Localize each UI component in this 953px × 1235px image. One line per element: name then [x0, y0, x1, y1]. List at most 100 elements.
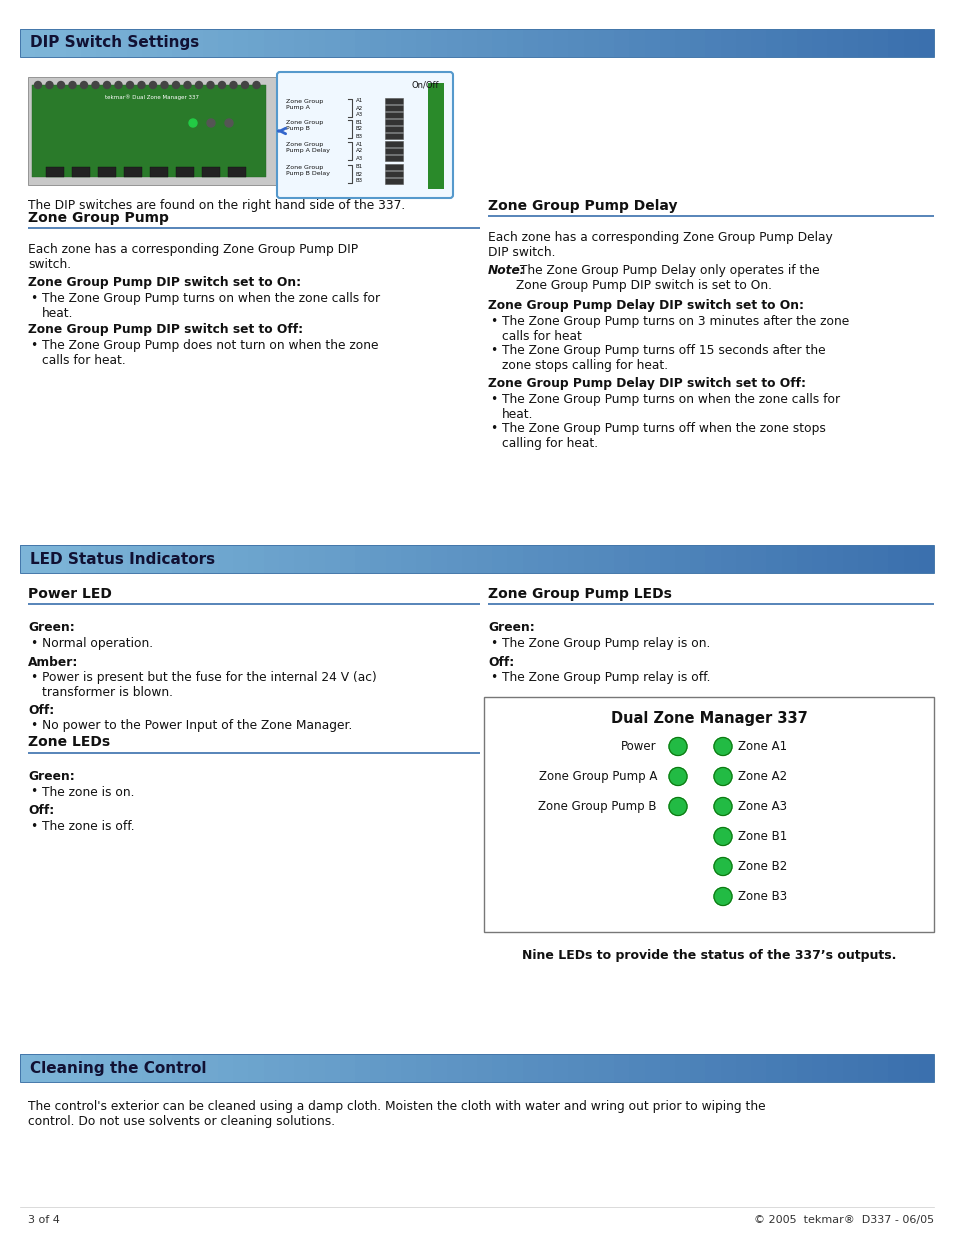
Bar — [857, 1053, 873, 1082]
Bar — [339, 1053, 355, 1082]
Bar — [203, 28, 218, 57]
Bar — [431, 1053, 447, 1082]
Bar — [598, 1053, 614, 1082]
Bar — [112, 28, 127, 57]
Text: Zone Group
Pump B Delay: Zone Group Pump B Delay — [286, 165, 330, 177]
Bar — [263, 28, 279, 57]
Bar — [309, 28, 325, 57]
Text: Zone Group
Pump A: Zone Group Pump A — [286, 99, 323, 110]
Bar — [203, 1053, 218, 1082]
Bar — [400, 1053, 416, 1082]
Circle shape — [230, 82, 236, 89]
Circle shape — [80, 82, 88, 89]
Bar — [278, 28, 294, 57]
Bar — [294, 545, 310, 573]
Text: Power LED: Power LED — [28, 587, 112, 601]
Circle shape — [253, 82, 260, 89]
Bar — [659, 545, 675, 573]
Bar — [248, 28, 264, 57]
Bar — [796, 28, 812, 57]
Bar — [720, 28, 736, 57]
Bar — [142, 1053, 157, 1082]
Bar — [370, 1053, 386, 1082]
Bar — [446, 28, 462, 57]
Bar — [461, 1053, 477, 1082]
Bar — [826, 545, 842, 573]
Text: •: • — [30, 338, 37, 352]
Bar — [918, 545, 934, 573]
Text: A2: A2 — [355, 148, 363, 153]
Bar — [629, 545, 644, 573]
Circle shape — [713, 857, 731, 876]
Bar — [431, 28, 447, 57]
Bar — [385, 141, 402, 147]
Text: Zone B1: Zone B1 — [738, 830, 786, 844]
Circle shape — [103, 82, 111, 89]
Bar — [81, 28, 96, 57]
Circle shape — [713, 798, 731, 815]
Bar — [629, 28, 644, 57]
Bar — [385, 105, 402, 111]
Bar — [309, 1053, 325, 1082]
Bar — [157, 28, 172, 57]
Bar — [278, 545, 294, 573]
Circle shape — [161, 82, 168, 89]
Bar — [705, 1053, 720, 1082]
Bar — [51, 545, 66, 573]
Bar — [400, 545, 416, 573]
Bar — [66, 545, 81, 573]
Bar — [385, 1053, 401, 1082]
Bar — [112, 1053, 127, 1082]
Bar — [416, 1053, 432, 1082]
Text: Zone Group Pump Delay DIP switch set to On:: Zone Group Pump Delay DIP switch set to … — [488, 299, 803, 312]
Bar — [675, 545, 690, 573]
Circle shape — [241, 82, 248, 89]
Bar — [629, 1053, 644, 1082]
Text: B2: B2 — [355, 126, 363, 131]
Bar — [583, 1053, 598, 1082]
Text: •: • — [490, 672, 497, 684]
Bar — [35, 1053, 51, 1082]
Bar — [507, 28, 522, 57]
Text: •: • — [30, 291, 37, 305]
Circle shape — [713, 888, 731, 905]
Text: B3: B3 — [355, 179, 363, 184]
Bar — [476, 1053, 492, 1082]
Text: DIP Switch Settings: DIP Switch Settings — [30, 36, 199, 51]
Bar — [492, 1053, 507, 1082]
Text: On/Off: On/Off — [411, 82, 438, 90]
Text: B3: B3 — [355, 133, 363, 138]
Bar — [20, 28, 35, 57]
Text: Zone Group Pump DIP switch set to On:: Zone Group Pump DIP switch set to On: — [28, 275, 301, 289]
Bar — [659, 1053, 675, 1082]
Bar — [339, 545, 355, 573]
Bar — [355, 28, 371, 57]
Text: Green:: Green: — [28, 769, 74, 783]
Bar — [690, 28, 705, 57]
Bar — [233, 1053, 249, 1082]
Bar — [841, 545, 858, 573]
Bar — [428, 83, 443, 189]
Bar — [796, 545, 812, 573]
Text: Green:: Green: — [488, 621, 535, 634]
Bar — [826, 28, 842, 57]
Bar — [614, 28, 629, 57]
Circle shape — [150, 82, 156, 89]
Bar — [28, 77, 275, 185]
Text: The Zone Group Pump turns on 3 minutes after the zone
calls for heat: The Zone Group Pump turns on 3 minutes a… — [501, 315, 848, 343]
Bar — [735, 1053, 751, 1082]
Text: Power is present but the fuse for the internal 24 V (ac)
transformer is blown.: Power is present but the fuse for the in… — [42, 672, 376, 699]
Text: The zone is off.: The zone is off. — [42, 820, 134, 832]
Bar — [553, 1053, 568, 1082]
Bar — [98, 167, 116, 177]
Bar — [841, 28, 858, 57]
Bar — [765, 28, 781, 57]
Text: Off:: Off: — [488, 656, 514, 668]
Bar — [172, 28, 188, 57]
Bar — [841, 1053, 858, 1082]
Bar — [35, 545, 51, 573]
Text: The Zone Group Pump turns off when the zone stops
calling for heat.: The Zone Group Pump turns off when the z… — [501, 422, 825, 450]
Bar — [583, 28, 598, 57]
Text: Zone Group
Pump A Delay: Zone Group Pump A Delay — [286, 142, 330, 153]
Bar — [20, 545, 933, 573]
